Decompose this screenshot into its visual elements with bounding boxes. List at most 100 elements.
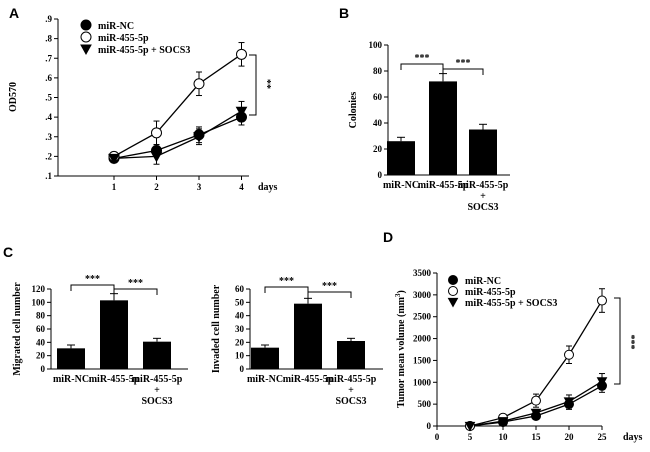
y-tick-label: 3500: [413, 268, 432, 278]
y-tick-label: 100: [32, 297, 46, 307]
y-tick-label: .3: [45, 132, 52, 142]
y-tick-label: 0: [240, 364, 245, 374]
data-point: [235, 106, 248, 118]
panel-letter-c: C: [3, 244, 13, 260]
legend-label: miR-455-5p: [98, 33, 149, 44]
significance-bracket: [442, 68, 484, 75]
y-tick-label: 0: [427, 421, 432, 431]
legend-label: miR-NC: [465, 276, 501, 287]
legend-marker: [80, 44, 92, 56]
y-tick-label: 0: [378, 170, 383, 180]
data-point: [596, 377, 608, 387]
legend-label: miR-455-5p: [465, 287, 516, 298]
x-tick-label: 25: [598, 432, 608, 442]
data-point: [193, 78, 205, 90]
y-tick-label: 500: [418, 399, 432, 409]
legend-marker: [80, 31, 92, 43]
significance-label: ***: [456, 58, 471, 69]
bar: [294, 303, 322, 369]
category-label: miR-455-5p: [283, 374, 334, 385]
significance-bracket: [249, 54, 257, 116]
data-point: [530, 408, 542, 419]
category-label: miR-NC: [247, 374, 283, 385]
y-tick-label: 3000: [413, 290, 432, 300]
y-tick-label: 50: [235, 297, 245, 307]
series-line-1: [113, 53, 242, 157]
y-tick-label: 40: [373, 118, 383, 128]
data-point: [151, 127, 162, 139]
category-sublabel: +: [154, 385, 160, 396]
significance-bracket: [70, 284, 115, 291]
y-tick-label: 20: [235, 337, 245, 347]
category-label: miR-NC: [383, 180, 419, 191]
legend-marker: [448, 275, 458, 285]
significance-bracket: [113, 288, 158, 295]
y-tick-label: 10: [235, 351, 245, 361]
data-point: [597, 295, 607, 306]
y-tick-label: 20: [36, 351, 46, 361]
y-tick-label: .5: [45, 93, 52, 103]
bar: [57, 348, 85, 369]
significance-label: ***: [128, 278, 143, 289]
significance-label: ***: [415, 53, 430, 64]
y-tick-label: 80: [373, 66, 383, 76]
y-tick-label: 2500: [413, 312, 432, 322]
legend-marker: [80, 19, 92, 31]
data-point: [464, 421, 476, 432]
y-tick-label: .1: [45, 171, 52, 181]
data-point: [564, 349, 574, 360]
significance-label: ***: [322, 281, 337, 292]
significance-bracket: [614, 297, 621, 385]
x-tick-label: 0: [435, 432, 440, 442]
data-point: [193, 132, 205, 143]
category-label: miR-455-5p: [89, 374, 140, 385]
panel-letter-d: D: [383, 229, 393, 245]
category-label: miR-455-5p: [132, 374, 183, 385]
y-tick-label: 0: [41, 364, 46, 374]
category-label: miR-455-5p: [418, 180, 469, 191]
y-tick-label: 30: [235, 324, 245, 334]
category-sublabel: SOCS3: [335, 396, 366, 407]
y-tick-label: 2000: [413, 334, 432, 344]
series-line-2: [113, 110, 242, 159]
legend-marker: [448, 286, 458, 296]
data-point: [563, 397, 575, 408]
series-line-0: [113, 116, 242, 159]
y-tick-label: 60: [235, 284, 245, 294]
y-tick-label: 60: [36, 324, 46, 334]
panel-letter-b: B: [339, 5, 349, 21]
category-sublabel: SOCS3: [467, 202, 498, 213]
y-tick-label: .8: [45, 34, 52, 44]
y-tick-label: 20: [373, 144, 383, 154]
y-tick-label: .4: [45, 112, 52, 122]
y-axis-label: Migrated cell number: [12, 282, 23, 376]
data-point: [531, 395, 541, 406]
y-tick-label: 80: [36, 311, 46, 321]
legend-label: miR-455-5p + SOCS3: [98, 45, 190, 56]
x-tick-label: 10: [499, 432, 509, 442]
significance-label: **: [261, 79, 272, 89]
y-tick-label: .6: [45, 73, 52, 83]
y-tick-label: .9: [45, 14, 52, 24]
x-tick-label: 3: [197, 182, 202, 192]
x-axis-label: days: [258, 182, 278, 193]
significance-label: ***: [279, 276, 294, 287]
x-tick-label: 1: [112, 182, 117, 192]
y-tick-label: 1000: [413, 377, 432, 387]
bar: [337, 341, 365, 369]
category-sublabel: +: [348, 385, 354, 396]
y-axis-label: Colonies: [348, 92, 359, 129]
bar: [100, 300, 128, 369]
significance-label: ***: [85, 274, 100, 285]
x-tick-label: 4: [239, 182, 244, 192]
category-label: miR-NC: [53, 374, 89, 385]
bar: [387, 141, 415, 175]
x-tick-label: 20: [565, 432, 575, 442]
significance-bracket: [307, 291, 352, 298]
y-axis-label: Tumor mean volume (mm3): [394, 290, 407, 408]
y-tick-label: 40: [235, 311, 245, 321]
significance-label: ***: [625, 335, 636, 350]
y-tick-label: .2: [45, 151, 52, 161]
x-axis-label: days: [623, 432, 643, 443]
